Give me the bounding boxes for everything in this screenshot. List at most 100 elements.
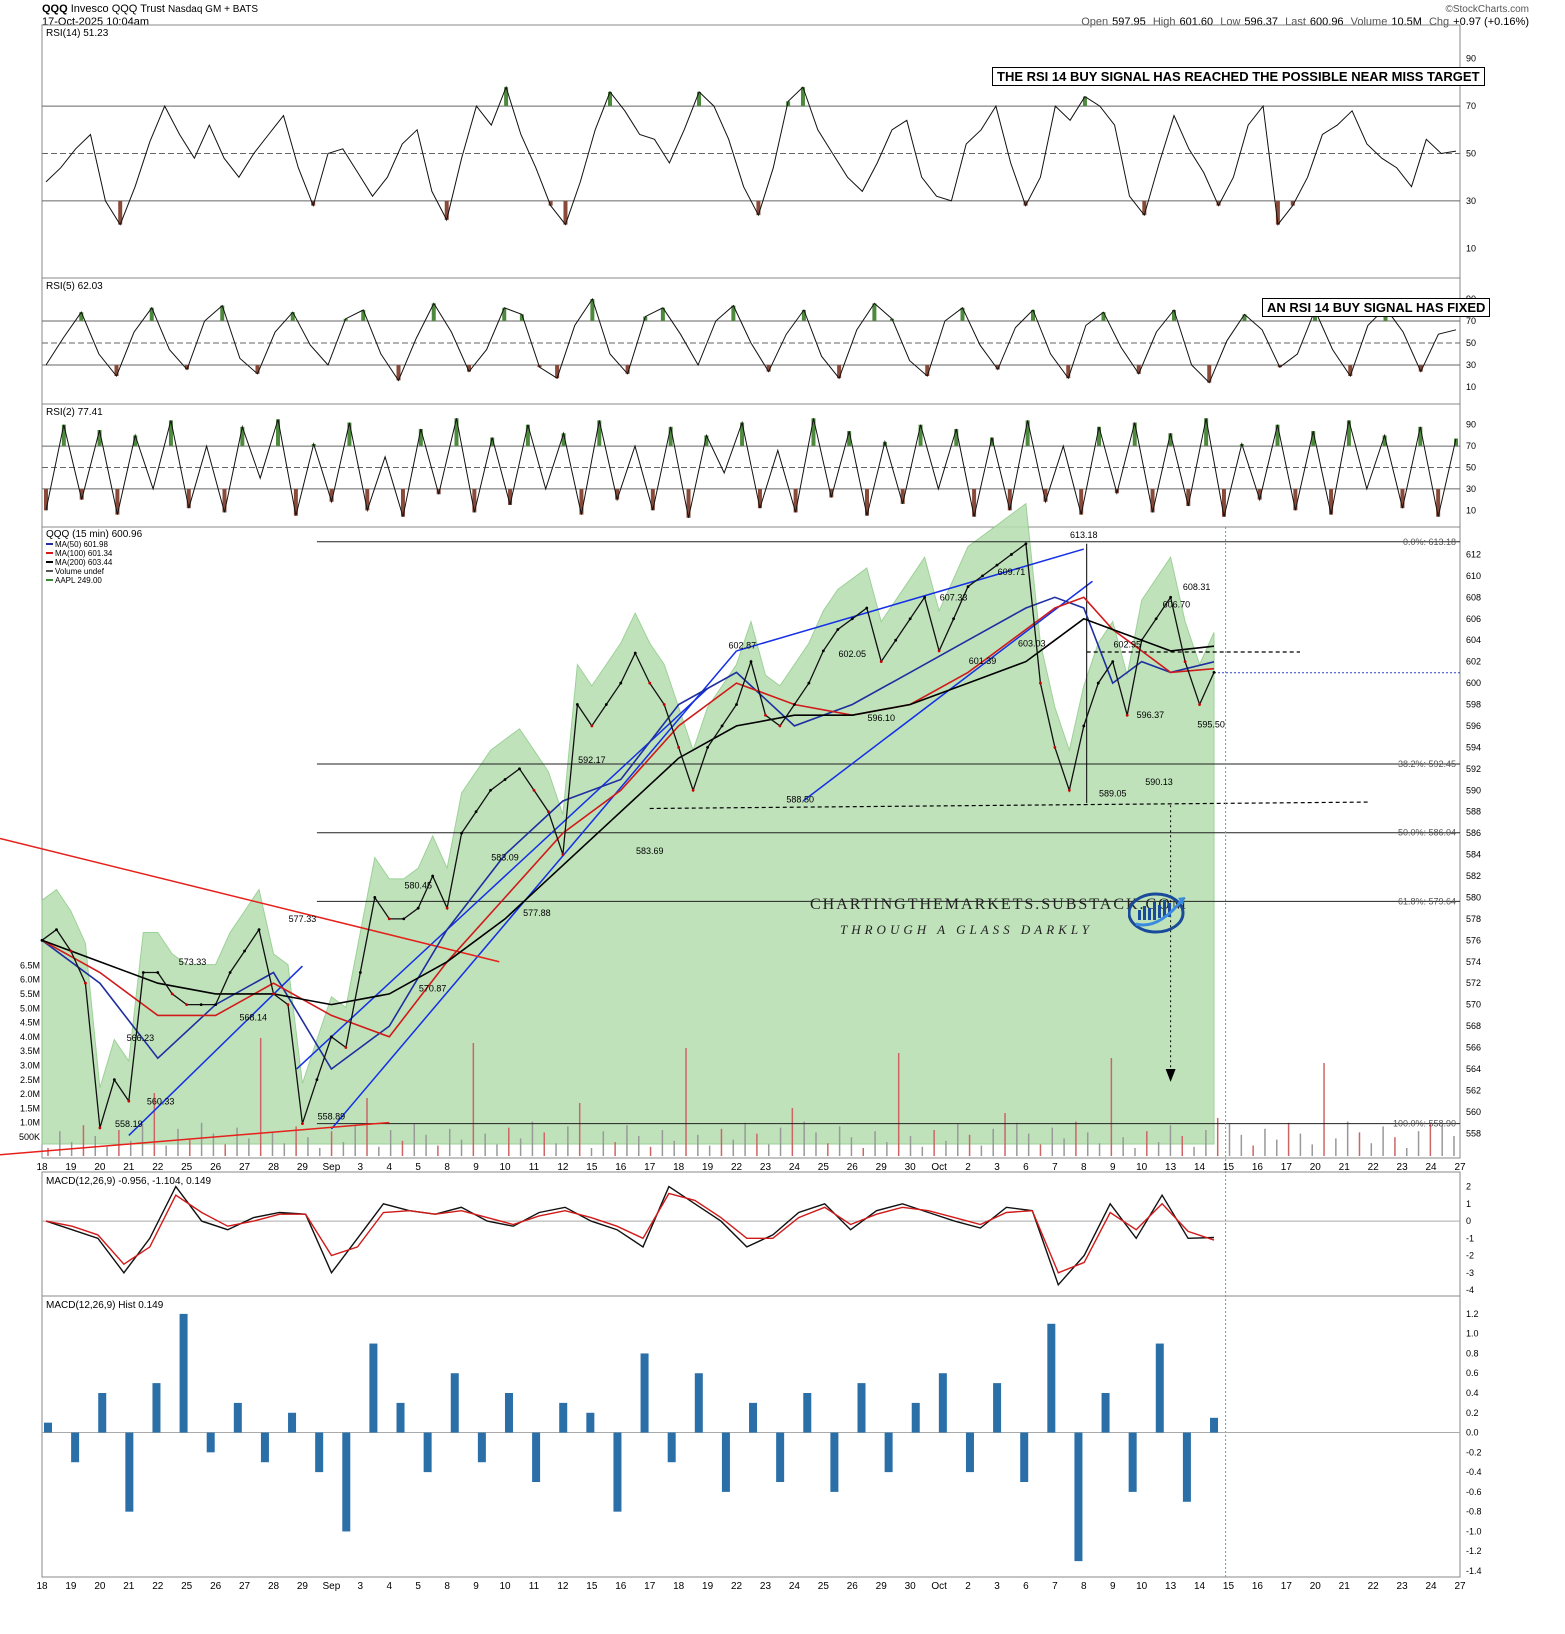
price-point — [908, 617, 912, 621]
hist-bar — [98, 1393, 107, 1433]
price-annotation: 560.33 — [147, 1096, 175, 1106]
price-point — [952, 617, 955, 621]
price-annotation: 588.50 — [786, 794, 814, 804]
macd-series-line — [45, 1192, 1215, 1274]
volume-tick-label: 6.0M — [20, 975, 40, 985]
price-point — [590, 724, 594, 728]
macd-panel-title: MACD(12,26,9) -0.956, -1.104, 0.149 — [46, 1176, 212, 1187]
hist-bar — [559, 1402, 568, 1433]
brand-logo-icon — [1127, 888, 1188, 936]
x-tick-label: 13 — [1165, 1581, 1177, 1592]
x-tick-label: 17 — [644, 1581, 656, 1592]
x-tick-label: 8 — [1081, 1581, 1087, 1592]
hist-bar — [857, 1383, 866, 1433]
x-tick-label: 11 — [529, 1581, 540, 1592]
x-tick-label: 30 — [905, 1581, 917, 1592]
x-tick-label: 25 — [818, 1162, 830, 1173]
price-point — [460, 831, 464, 835]
fib-level-label: 61.8%: 579.64 — [1398, 896, 1456, 906]
hist-ytick-label: -1.0 — [1466, 1526, 1482, 1536]
channel-line — [330, 650, 738, 1130]
x-tick-label: 30 — [905, 1162, 917, 1173]
price-annotation: 583.09 — [491, 852, 519, 862]
price-point — [112, 1078, 116, 1082]
price-ytick-label: 566 — [1466, 1043, 1481, 1053]
x-tick-label: 24 — [1425, 1581, 1437, 1592]
price-point — [865, 606, 869, 610]
price-ytick-label: 588 — [1466, 807, 1481, 817]
channel-line — [296, 687, 709, 1070]
x-tick-label: 16 — [1252, 1162, 1264, 1173]
price-point — [445, 906, 449, 910]
hist-ytick-label: -0.2 — [1466, 1447, 1482, 1457]
price-point — [358, 971, 362, 974]
price-point — [489, 788, 492, 792]
price-point — [474, 810, 478, 814]
price-line — [41, 542, 1215, 1129]
x-tick-label: 19 — [65, 1162, 77, 1173]
price-ytick-label: 578 — [1466, 914, 1481, 924]
price-annotation: 590.13 — [1145, 777, 1173, 787]
volume-tick-label: 5.5M — [20, 989, 40, 999]
price-point — [633, 651, 637, 655]
x-tick-label: 26 — [847, 1162, 859, 1173]
x-tick-label: 22 — [731, 1162, 743, 1173]
price-ytick-label: 584 — [1466, 850, 1481, 860]
rsi-panel-frame — [41, 24, 1461, 279]
price-point — [662, 703, 666, 706]
x-tick-label: 5 — [415, 1162, 421, 1173]
header-watermark: ©StockCharts.com — [1445, 4, 1529, 15]
hist-bar — [993, 1383, 1002, 1433]
legend-entry: Volume undef — [55, 567, 105, 576]
hist-bar — [396, 1402, 405, 1433]
x-tick-label: Oct — [931, 1162, 947, 1173]
legend-entry: MA(200) 603.44 — [55, 558, 113, 567]
price-ytick-label: 604 — [1466, 635, 1481, 645]
hist-ytick-label: -0.6 — [1466, 1487, 1482, 1497]
x-tick-label: 10 — [1136, 1162, 1148, 1173]
price-ytick-label: 598 — [1466, 700, 1481, 710]
price-ytick-label: 572 — [1466, 978, 1481, 988]
x-tick-label: 25 — [818, 1581, 830, 1592]
x-tick-label: 15 — [586, 1162, 598, 1173]
price-annotation: 589.05 — [1099, 788, 1127, 798]
price-ytick-label: 600 — [1466, 678, 1481, 688]
x-tick-label: 15 — [1223, 1162, 1235, 1173]
price-annotation: 602.87 — [729, 640, 757, 650]
x-tick-label: 8 — [444, 1162, 450, 1173]
price-point — [677, 745, 681, 749]
price-annotation: 568.14 — [239, 1013, 267, 1023]
hist-bar — [965, 1432, 974, 1473]
x-tick-label: 26 — [210, 1581, 222, 1592]
x-tick-label: 19 — [65, 1581, 77, 1592]
x-tick-label: 28 — [268, 1581, 280, 1592]
price-ytick-label: 602 — [1466, 657, 1481, 667]
aapl-area — [41, 502, 1215, 1145]
price-point — [127, 1099, 131, 1103]
price-point — [749, 660, 753, 664]
rsi-series-line — [45, 297, 1457, 384]
x-tick-label: 9 — [1110, 1162, 1116, 1173]
price-annotation: 558.19 — [115, 1119, 143, 1129]
price-point — [1067, 788, 1071, 792]
x-tick-label: 16 — [615, 1581, 627, 1592]
price-point — [1198, 703, 1201, 706]
hist-bar — [288, 1412, 297, 1433]
price-annotation: 602.05 — [839, 649, 867, 659]
hist-bar — [450, 1373, 459, 1433]
hist-ytick-label: 0.4 — [1466, 1388, 1479, 1398]
price-point — [1212, 670, 1216, 674]
x-tick-label: 23 — [760, 1162, 772, 1173]
price-point — [764, 713, 767, 717]
price-point — [1183, 660, 1187, 664]
x-tick-label: 11 — [529, 1162, 540, 1173]
hist-bar — [776, 1432, 785, 1482]
x-tick-label: 14 — [1194, 1162, 1206, 1173]
price-point — [1154, 617, 1158, 621]
price-annotation: 566.23 — [127, 1033, 155, 1043]
hist-bar — [179, 1313, 188, 1433]
x-tick-label: 27 — [239, 1162, 251, 1173]
x-tick-label: 4 — [386, 1162, 392, 1173]
price-point — [648, 681, 652, 685]
hist-bar — [938, 1373, 947, 1433]
